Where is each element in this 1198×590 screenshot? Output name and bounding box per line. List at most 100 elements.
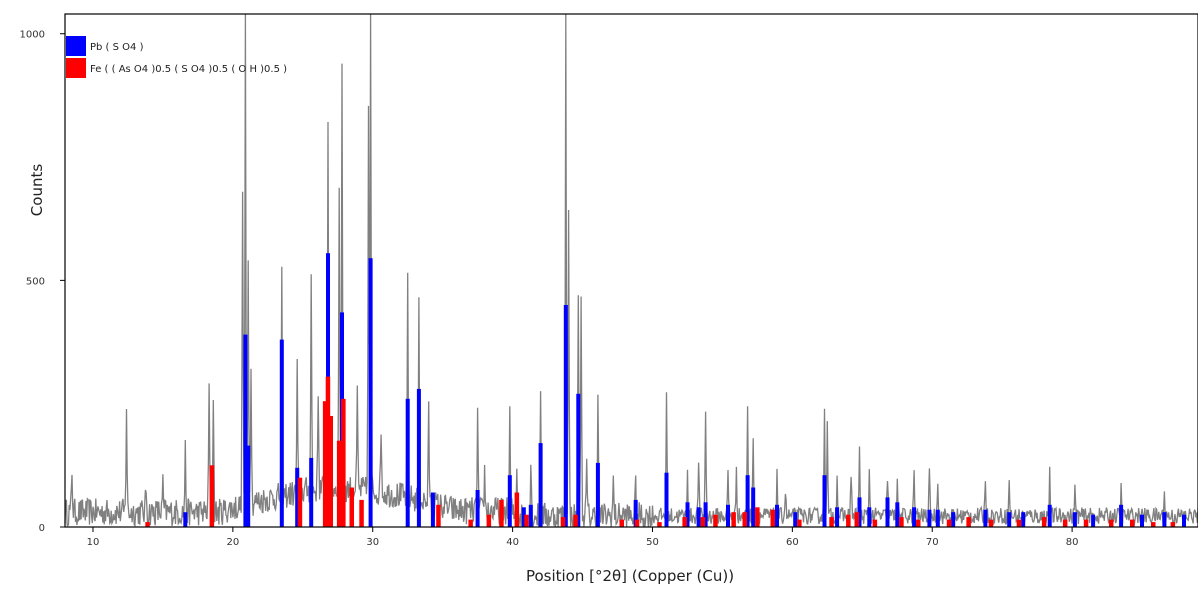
reference-peak [633,499,638,527]
reference-peak [793,512,798,527]
reference-peak [682,517,687,527]
reference-peak [1162,512,1167,527]
reference-peak [822,475,827,527]
reference-peak [507,475,512,527]
reference-peak [846,514,851,527]
reference-peak [368,258,373,527]
reference-peak [416,388,421,527]
reference-peak [1021,512,1026,527]
reference-peak [854,512,859,527]
reference-peak [359,499,364,527]
reference-peak [634,519,640,527]
reference-peak [857,497,862,527]
reference-peak [524,514,529,527]
reference-peak [436,504,441,527]
reference-peak [279,339,284,527]
y-tick-label: 1000 [20,30,45,41]
series-1 [183,253,1186,528]
reference-peak [1016,519,1022,527]
y-axis-label: Counts [28,164,46,217]
reference-peak [341,398,346,528]
reference-peak [835,507,840,527]
reference-peak [951,512,956,527]
reference-peak [573,514,578,527]
plot-frame [64,13,1198,528]
x-tick-label: 10 [87,537,100,548]
reference-peak [514,492,520,527]
x-tick-label: 80 [1066,537,1079,548]
reference-peak [983,509,988,527]
reference-peak [576,393,581,527]
y-tick-label: 0 [39,523,45,534]
reference-peak [328,416,333,527]
reference-peak [322,401,328,527]
reference-peak [912,507,917,527]
reference-peak [297,477,303,527]
x-axis-label: Position [°2θ] (Copper (Cu)) [526,567,734,585]
x-tick-label: 60 [786,537,799,548]
reference-peak [246,445,251,527]
reference-peak [528,504,533,527]
reference-peak [726,504,730,527]
reference-peak [935,509,940,527]
reference-peak [829,517,834,527]
reference-peak [1091,514,1096,527]
reference-peak [988,519,994,527]
x-tick-label: 50 [646,537,659,548]
reference-peak [775,504,779,527]
reference-peak [336,440,342,527]
axis-ticks: 10 20 30 40 50 60 70 80 0 500 1000 [20,30,1079,548]
reference-peak [1119,504,1124,527]
reference-patterns [145,253,1186,528]
reference-peak [872,519,878,527]
reference-peak [966,517,971,527]
legend: Pb ( S O4 ) Fe ( ( As O4 )0.5 ( S O4 )0.5… [66,36,287,78]
reference-peak [700,517,706,527]
reference-peak [325,376,331,527]
reference-peak [521,507,526,527]
reference-peak [713,514,718,527]
reference-peak [946,519,952,527]
reference-peak [563,305,568,527]
reference-peak [1007,512,1012,527]
reference-peak [916,519,921,527]
observed-pattern [64,13,1198,528]
reference-peak [538,443,543,527]
reference-peak [657,522,662,527]
reference-peak [309,457,314,527]
reference-peak [1151,522,1156,527]
reference-peak [1140,514,1144,527]
reference-peak [703,502,708,527]
reference-peak [745,475,750,527]
reference-peak [183,512,188,527]
legend-entry: Fe ( ( As O4 )0.5 ( S O4 )0.5 ( O H )0.5… [90,64,287,75]
reference-peak [1130,519,1135,527]
reference-peak [927,509,932,527]
reference-peak [295,467,300,527]
reference-peak [405,398,410,528]
reference-peak [1182,514,1186,527]
reference-peak [499,499,504,527]
reference-peak [751,487,756,527]
observed-trace [64,13,1198,528]
legend-swatch [66,36,86,56]
reference-peak [1047,504,1052,527]
legend-swatch [66,58,86,78]
reference-peak [1083,519,1089,527]
reference-peak [475,490,480,527]
reference-peak [797,519,802,527]
reference-peak [145,522,150,527]
reference-peak [664,472,669,527]
reference-peak [486,514,492,527]
reference-peak [1072,512,1077,527]
reference-peak [895,502,900,527]
reference-peak [755,507,760,527]
y-tick-label: 500 [26,276,45,287]
reference-peak [696,507,701,527]
reference-peak [742,512,747,527]
legend-entry: Pb ( S O4 ) [90,42,144,53]
series-2 [145,376,1176,528]
x-tick-label: 20 [226,537,239,548]
reference-peak [209,465,215,527]
